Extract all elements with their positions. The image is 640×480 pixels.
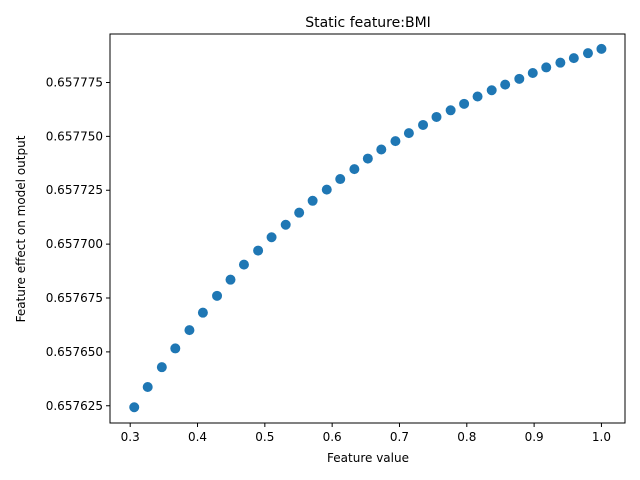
y-tick-label: 0.657700: [46, 237, 103, 251]
chart-title: Static feature:BMI: [305, 15, 431, 31]
scatter-point: [541, 62, 552, 73]
scatter-point: [500, 79, 511, 90]
x-tick-label: 0.6: [323, 430, 342, 444]
scatter-point: [362, 153, 373, 164]
x-tick-label: 1.0: [592, 430, 611, 444]
y-tick-label: 0.657625: [46, 399, 103, 413]
scatter-point: [568, 53, 579, 64]
x-tick-label: 0.4: [188, 430, 207, 444]
scatter-point: [514, 73, 525, 84]
scatter-point: [445, 105, 456, 116]
x-tick-label: 0.8: [457, 430, 476, 444]
scatter-point: [212, 290, 223, 301]
scatter-point: [266, 232, 277, 243]
x-axis: 0.3 0.4 0.5 0.6 0.7 0.8 0.9 1.0: [121, 423, 611, 444]
scatter-point: [390, 136, 401, 147]
scatter-point: [142, 382, 153, 393]
x-axis-label: Feature value: [327, 451, 409, 465]
y-tick-label: 0.657650: [46, 345, 103, 359]
scatter-point: [459, 98, 470, 109]
scatter-point: [170, 343, 181, 354]
y-axis: 0.657625 0.657650 0.657675 0.657700 0.657725…: [46, 75, 110, 413]
scatter-point: [596, 43, 607, 54]
data-points: [129, 43, 607, 413]
plot-area-frame: [109, 33, 626, 424]
scatter-point: [253, 245, 264, 256]
y-tick-label: 0.657675: [46, 291, 103, 305]
scatter-point: [238, 259, 249, 270]
x-tick-label: 0.5: [255, 430, 274, 444]
x-tick-label: 0.7: [390, 430, 409, 444]
scatter-point: [527, 68, 538, 79]
scatter-point: [555, 57, 566, 68]
scatter-point: [472, 91, 483, 102]
y-tick-label: 0.657725: [46, 183, 103, 197]
scatter-point: [280, 219, 291, 230]
scatter-point: [403, 128, 414, 139]
scatter-point: [376, 144, 387, 155]
scatter-point: [129, 402, 140, 413]
scatter-point: [225, 274, 236, 285]
x-tick-label: 0.9: [525, 430, 544, 444]
scatter-point: [307, 195, 318, 206]
scatter-point: [418, 119, 429, 130]
scatter-point: [582, 48, 593, 59]
y-tick-label: 0.657750: [46, 129, 103, 143]
y-axis-label: Feature effect on model output: [14, 135, 28, 322]
scatter-point: [197, 307, 208, 318]
y-tick-label: 0.657775: [46, 75, 103, 89]
scatter-point: [349, 164, 360, 175]
scatter-point: [294, 207, 305, 218]
x-tick-label: 0.3: [121, 430, 140, 444]
scatter-point: [184, 325, 195, 336]
scatter-point: [486, 85, 497, 96]
scatter-point: [321, 184, 332, 195]
scatter-point: [431, 111, 442, 122]
scatter-point: [156, 362, 167, 373]
scatter-point: [335, 174, 346, 185]
